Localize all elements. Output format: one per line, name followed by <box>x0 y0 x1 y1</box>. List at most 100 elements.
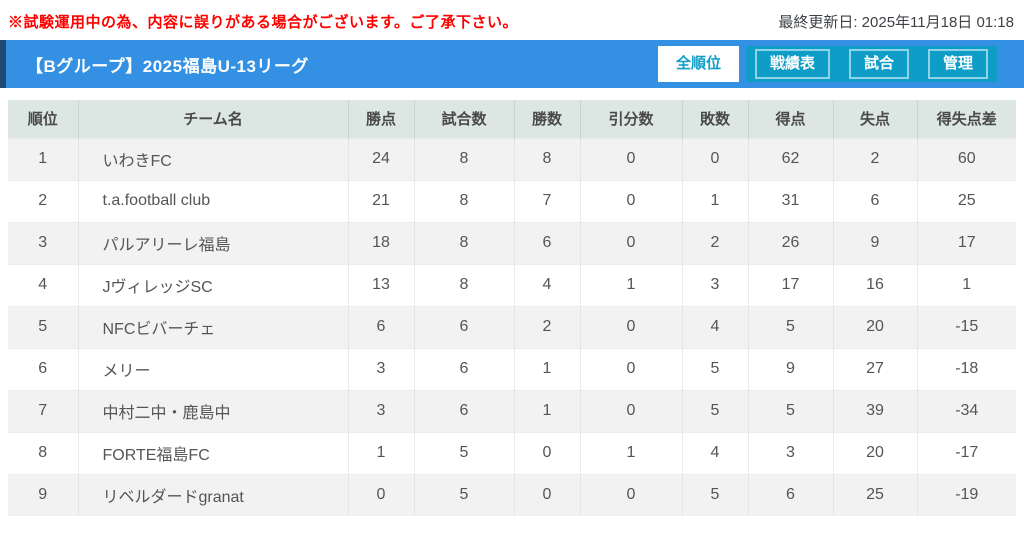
col-header-goals-for: 得点 <box>748 100 834 138</box>
points-cell: 18 <box>348 221 415 264</box>
losses-cell: 2 <box>682 221 749 264</box>
played-cell: 8 <box>414 221 515 264</box>
draws-cell: 0 <box>580 221 683 264</box>
table-row: 1 いわきFC 24 8 8 0 0 62 2 60 <box>8 137 1016 180</box>
header-accent-bar <box>0 40 6 88</box>
table-row: 9 リベルダードgranat 0 5 0 0 5 6 25 -19 <box>8 473 1016 516</box>
goals-for-cell: 6 <box>748 473 834 516</box>
draws-cell: 0 <box>580 137 683 180</box>
col-header-team: チーム名 <box>78 100 349 138</box>
col-header-goals-against: 失点 <box>833 100 918 138</box>
goal-diff-cell: -34 <box>917 389 1016 432</box>
losses-cell: 5 <box>682 473 749 516</box>
wins-cell: 6 <box>514 221 581 264</box>
draws-cell: 0 <box>580 389 683 432</box>
points-cell: 3 <box>348 347 415 390</box>
trial-operation-notice: ※試験運用中の為、内容に誤りがある場合がございます。ご了承下さい。 <box>8 14 519 31</box>
col-header-losses: 敗数 <box>682 100 749 138</box>
goal-diff-cell: -18 <box>917 347 1016 390</box>
points-cell: 13 <box>348 263 415 306</box>
league-title: 【Bグループ】2025福島U-13リーグ <box>26 56 309 76</box>
played-cell: 5 <box>414 473 515 516</box>
rank-cell: 1 <box>8 137 79 180</box>
draws-cell: 1 <box>580 263 683 306</box>
col-header-wins: 勝数 <box>514 100 581 138</box>
losses-cell: 1 <box>682 179 749 222</box>
league-header-bar: 【Bグループ】2025福島U-13リーグ 全順位 戦績表 試合 管理 <box>0 40 1024 88</box>
played-cell: 8 <box>414 137 515 180</box>
table-header-row: 順位 チーム名 勝点 試合数 勝数 引分数 敗数 得点 失点 得失点差 <box>8 100 1016 138</box>
losses-cell: 5 <box>682 347 749 390</box>
played-cell: 6 <box>414 389 515 432</box>
goals-for-cell: 26 <box>748 221 834 264</box>
goal-diff-cell: -17 <box>917 431 1016 474</box>
table-row: 6 メリー 3 6 1 0 5 9 27 -18 <box>8 347 1016 390</box>
tab-matches[interactable]: 試合 <box>848 49 909 79</box>
goal-diff-cell: 1 <box>917 263 1016 306</box>
goals-against-cell: 2 <box>833 137 918 180</box>
goals-for-cell: 5 <box>748 305 834 348</box>
top-notice-bar: ※試験運用中の為、内容に誤りがある場合がございます。ご了承下さい。 最終更新日:… <box>0 0 1024 40</box>
standings-table: 順位 チーム名 勝点 試合数 勝数 引分数 敗数 得点 失点 得失点差 1 いわきFC 24 8 8 0 0 6… <box>8 100 1016 516</box>
wins-cell: 0 <box>514 473 581 516</box>
goals-against-cell: 6 <box>833 179 918 222</box>
wins-cell: 8 <box>514 137 581 180</box>
goals-for-cell: 62 <box>748 137 834 180</box>
team-cell: いわきFC <box>78 137 349 180</box>
played-cell: 6 <box>414 305 515 348</box>
goal-diff-cell: 25 <box>917 179 1016 222</box>
rank-cell: 8 <box>8 431 79 474</box>
played-cell: 5 <box>414 431 515 474</box>
tab-results-grid[interactable]: 戦績表 <box>754 49 830 79</box>
team-cell: NFCビバーチェ <box>78 305 349 348</box>
wins-cell: 0 <box>514 431 581 474</box>
standings-table-body: 1 いわきFC 24 8 8 0 0 62 2 60 2 t.a.football club 21 8 7 0… <box>8 137 1016 516</box>
rank-cell: 3 <box>8 221 79 264</box>
goals-for-cell: 17 <box>748 263 834 306</box>
goals-for-cell: 5 <box>748 389 834 432</box>
goals-for-cell: 9 <box>748 347 834 390</box>
header-tabs: 全順位 戦績表 試合 管理 <box>657 40 997 88</box>
wins-cell: 4 <box>514 263 581 306</box>
rank-cell: 7 <box>8 389 79 432</box>
wins-cell: 7 <box>514 179 581 222</box>
wins-cell: 1 <box>514 347 581 390</box>
losses-cell: 3 <box>682 263 749 306</box>
team-cell: 中村二中・鹿島中 <box>78 389 349 432</box>
rank-cell: 6 <box>8 347 79 390</box>
played-cell: 8 <box>414 179 515 222</box>
losses-cell: 4 <box>682 431 749 474</box>
draws-cell: 1 <box>580 431 683 474</box>
rank-cell: 5 <box>8 305 79 348</box>
goals-against-cell: 39 <box>833 389 918 432</box>
goals-against-cell: 16 <box>833 263 918 306</box>
tab-admin[interactable]: 管理 <box>927 49 988 79</box>
table-row: 8 FORTE福島FC 1 5 0 1 4 3 20 -17 <box>8 431 1016 474</box>
col-header-rank: 順位 <box>8 100 79 138</box>
rank-cell: 2 <box>8 179 79 222</box>
goal-diff-cell: 60 <box>917 137 1016 180</box>
goals-against-cell: 20 <box>833 305 918 348</box>
last-updated-timestamp: 最終更新日: 2025年11月18日 01:18 <box>778 14 1014 31</box>
team-cell: JヴィレッジSC <box>78 263 349 306</box>
team-cell: リベルダードgranat <box>78 473 349 516</box>
goals-against-cell: 27 <box>833 347 918 390</box>
points-cell: 24 <box>348 137 415 180</box>
points-cell: 1 <box>348 431 415 474</box>
goals-against-cell: 20 <box>833 431 918 474</box>
wins-cell: 2 <box>514 305 581 348</box>
points-cell: 6 <box>348 305 415 348</box>
table-row: 3 パルアリーレ福島 18 8 6 0 2 26 9 17 <box>8 221 1016 264</box>
table-row: 5 NFCビバーチェ 6 6 2 0 4 5 20 -15 <box>8 305 1016 348</box>
table-row: 2 t.a.football club 21 8 7 0 1 31 6 25 <box>8 179 1016 222</box>
team-cell: メリー <box>78 347 349 390</box>
losses-cell: 0 <box>682 137 749 180</box>
played-cell: 8 <box>414 263 515 306</box>
team-cell: パルアリーレ福島 <box>78 221 349 264</box>
tab-all-rankings[interactable]: 全順位 <box>657 46 739 82</box>
rank-cell: 4 <box>8 263 79 306</box>
table-row: 4 JヴィレッジSC 13 8 4 1 3 17 16 1 <box>8 263 1016 306</box>
goals-against-cell: 25 <box>833 473 918 516</box>
losses-cell: 5 <box>682 389 749 432</box>
col-header-draws: 引分数 <box>580 100 683 138</box>
